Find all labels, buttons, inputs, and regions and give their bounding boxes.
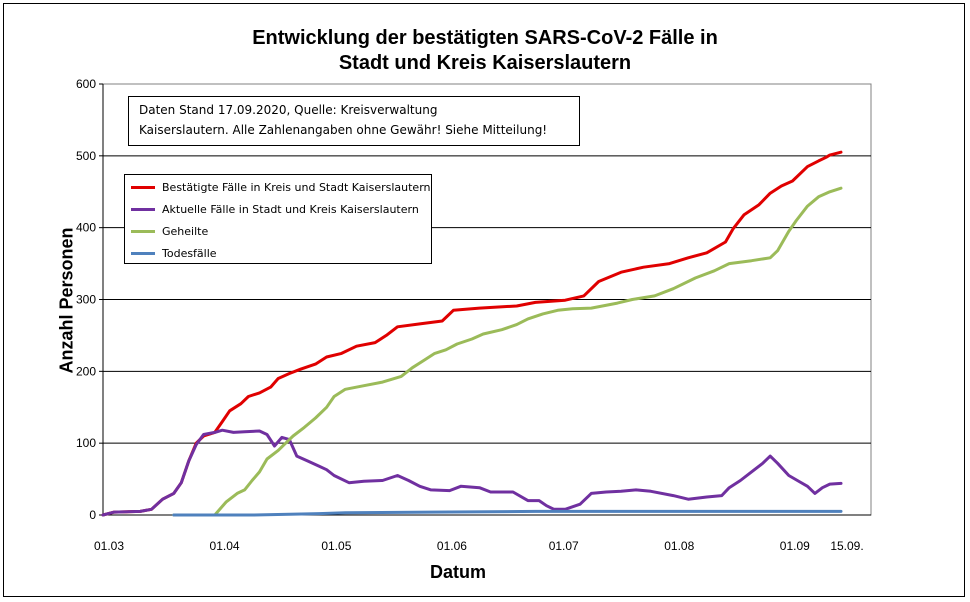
y-tick-label: 600 [76, 77, 96, 91]
y-tick-label: 200 [76, 364, 96, 378]
x-tick-label: 15.09. [830, 539, 863, 553]
chart-title-line-1: Entwicklung der bestätigten SARS-CoV-2 F… [252, 27, 718, 49]
x-tick-label: 01.07 [549, 539, 579, 553]
legend-label: Bestätigte Fälle in Kreis und Stadt Kais… [162, 180, 431, 194]
y-tick-label: 0 [89, 508, 96, 522]
legend-item-geheilte: Geheilte [131, 221, 208, 241]
legend-swatch [131, 185, 155, 189]
x-tick-label: 01.09 [780, 539, 810, 553]
series-line-4 [172, 509, 843, 517]
legend-label: Aktuelle Fälle in Stadt und Kreis Kaiser… [162, 202, 419, 216]
y-axis-label: Anzahl Personen [56, 227, 77, 374]
x-tick-label: 01.06 [437, 539, 467, 553]
legend-swatch [131, 251, 155, 255]
legend-item-bestaetigte: Bestätigte Fälle in Kreis und Stadt Kais… [131, 177, 431, 197]
y-tick-label: 300 [76, 293, 96, 307]
legend-label: Geheilte [162, 224, 209, 238]
x-tick-label: 01.03 [94, 539, 124, 553]
x-tick-label: 01.05 [321, 539, 351, 553]
legend-item-todesfaelle: Todesfälle [131, 243, 217, 263]
x-tick-label: 01.04 [210, 539, 240, 553]
chart-legend: Bestätigte Fälle in Kreis und Stadt Kais… [124, 174, 432, 264]
y-tick-label: 500 [76, 149, 96, 163]
legend-item-aktuelle: Aktuelle Fälle in Stadt und Kreis Kaiser… [131, 199, 419, 219]
x-axis-label: Datum [429, 562, 486, 582]
legend-label: Todesfälle [162, 246, 217, 260]
legend-swatch [131, 229, 155, 233]
data-source-note: Daten Stand 17.09.2020, Quelle: Kreisver… [128, 96, 580, 146]
data-source-note-line-1: Daten Stand 17.09.2020, Quelle: Kreisver… [139, 103, 438, 117]
legend-swatch [131, 207, 155, 211]
chart-title-line-2: Stadt und Kreis Kaiserslautern [338, 52, 632, 74]
chart-title: Entwicklung der bestätigten SARS-CoV-2 F… [0, 26, 970, 76]
y-tick-label: 100 [76, 436, 96, 450]
series-line-2 [101, 428, 843, 517]
data-source-note-line-2: Kaiserslautern. Alle Zahlenangaben ohne … [139, 123, 548, 137]
x-tick-label: 01.08 [664, 539, 694, 553]
series-line-3 [172, 186, 843, 517]
y-tick-label: 400 [76, 221, 96, 235]
